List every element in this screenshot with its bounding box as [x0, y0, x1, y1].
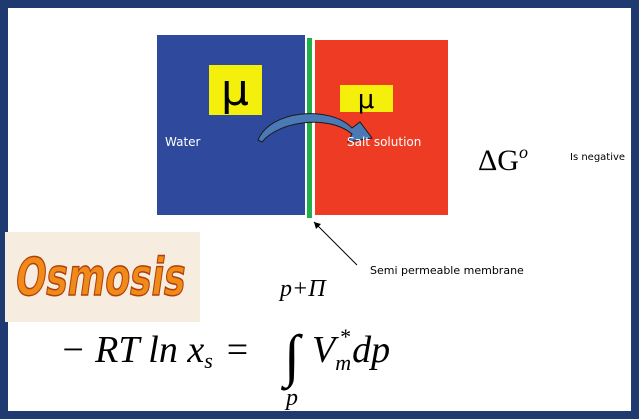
membrane-label: Semi permeable membrane	[370, 264, 524, 277]
lhs: − RT ln x	[60, 329, 204, 371]
salt-box	[315, 40, 448, 215]
differential: dp	[352, 329, 390, 371]
water-label: Water	[165, 135, 201, 149]
salt-mu: μ	[358, 85, 375, 115]
equals: =	[227, 329, 248, 371]
gibbs-note: Is negative	[570, 152, 625, 163]
lhs-sub: s	[204, 348, 213, 373]
gibbs-letter: ΔG	[478, 144, 519, 177]
logo: Osmosis	[12, 248, 190, 308]
integral: ∫	[280, 323, 303, 391]
upper-limit: p+Π	[278, 276, 327, 302]
lower-limit: p	[284, 385, 298, 411]
membrane	[307, 38, 312, 218]
slide: μ μ Water Salt solution ΔGo Is negative …	[0, 0, 639, 419]
integrand-sup: *	[339, 324, 350, 349]
water-mu: μ	[221, 65, 249, 116]
integrand-sub: m	[335, 350, 351, 375]
gibbs-sup: o	[519, 142, 528, 162]
salt-label: Salt solution	[347, 135, 421, 149]
